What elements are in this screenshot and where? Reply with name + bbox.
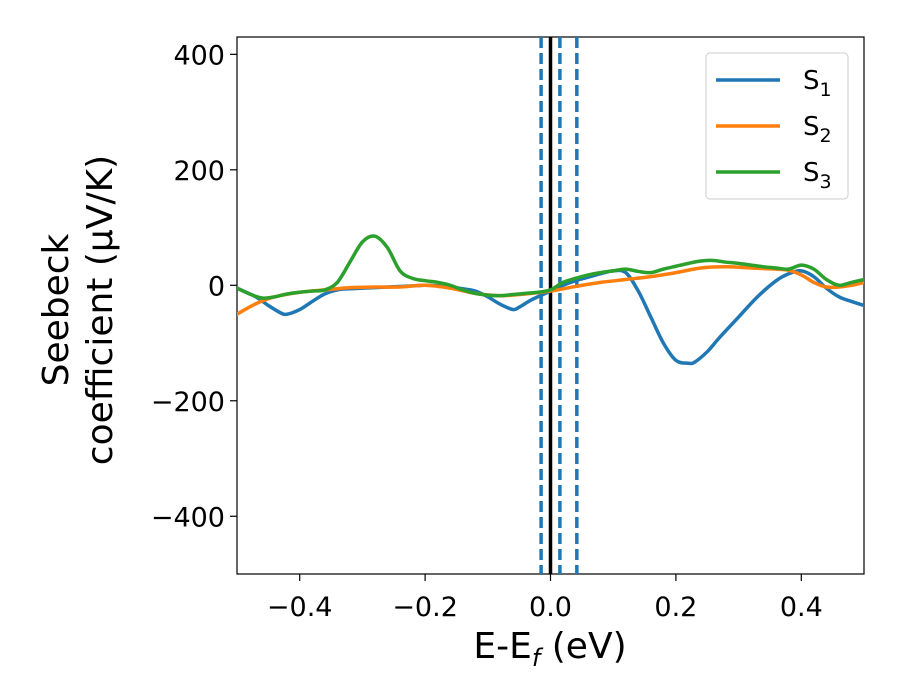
x-axis-label: E-Ef (eV) — [473, 626, 626, 672]
legend-label-2: S2 — [803, 112, 832, 147]
legend-label-1: S1 — [803, 66, 832, 101]
plot-area — [236, 36, 865, 575]
y-tick-label: 0 — [208, 271, 225, 302]
legend-label-3: S3 — [803, 158, 832, 193]
y-axis-ticks: 400 200 0 −200 −400 — [151, 40, 237, 533]
x-tick-label: 0.0 — [529, 592, 572, 623]
x-axis-label-unit: (eV) — [540, 626, 626, 667]
series-line-2 — [237, 265, 864, 316]
x-tick-label: −0.4 — [267, 592, 333, 623]
x-tick-label: 0.4 — [780, 592, 823, 623]
y-axis-label-line2: coefficient (μV/K) — [80, 155, 121, 465]
y-axis-label-line1: Seebeck — [36, 233, 77, 386]
x-tick-label: 0.2 — [654, 592, 697, 623]
x-axis-label-main: E-E — [473, 626, 531, 667]
x-axis-ticks: −0.4 −0.2 0.0 0.2 0.4 — [267, 574, 823, 623]
x-tick-label: −0.2 — [392, 592, 458, 623]
y-tick-label: 400 — [173, 40, 225, 71]
y-tick-label: −200 — [151, 387, 225, 418]
y-tick-label: 200 — [173, 156, 225, 187]
y-tick-label: −400 — [151, 502, 225, 533]
series-line-3 — [237, 234, 864, 300]
legend: S1 S2 S3 — [705, 52, 849, 200]
